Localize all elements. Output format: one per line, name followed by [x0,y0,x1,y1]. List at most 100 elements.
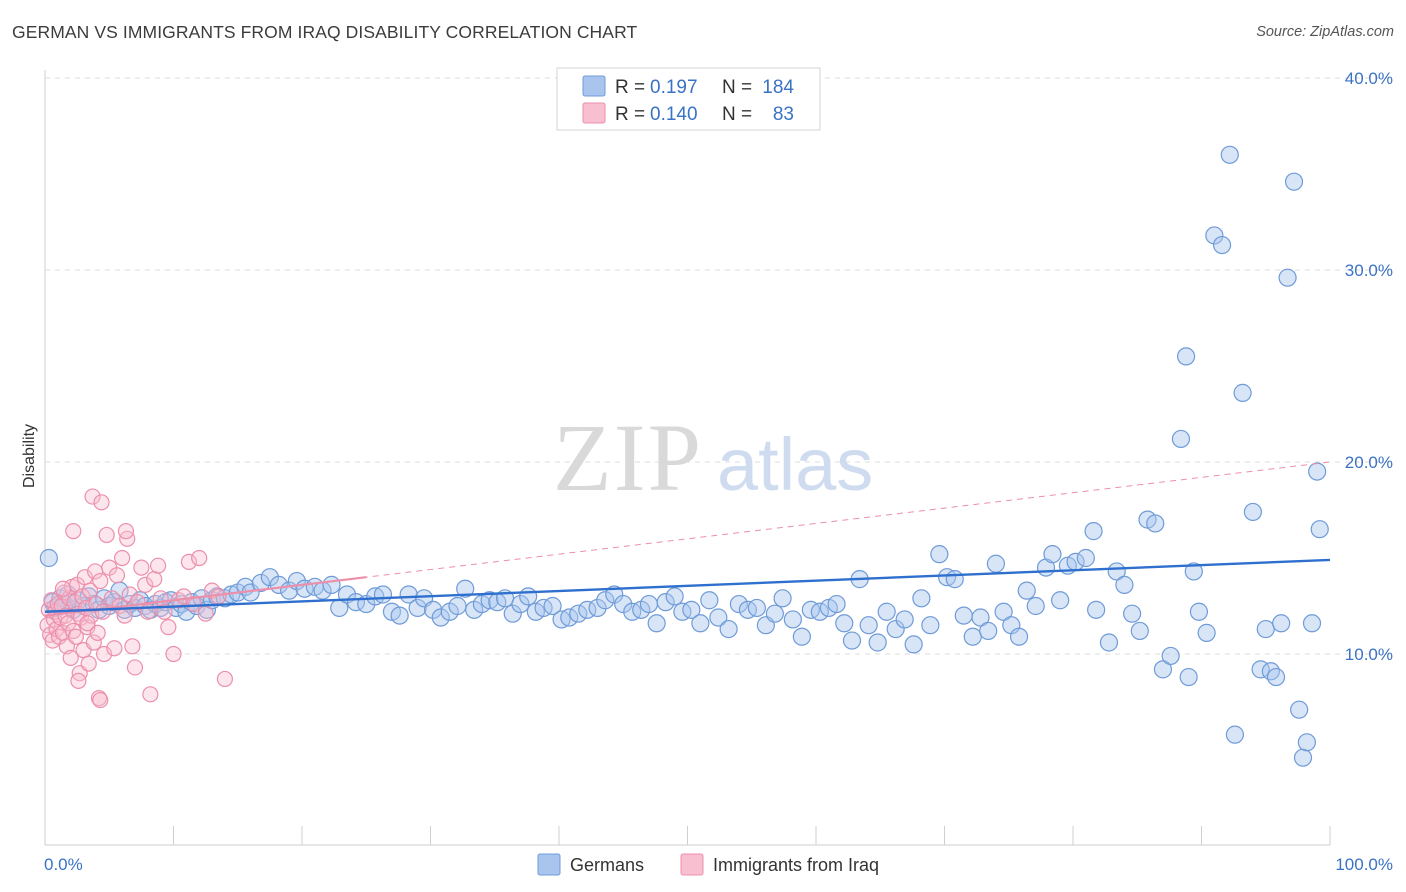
point-germans [1179,667,1198,687]
point-germans [1017,581,1036,600]
point-germans [986,554,1006,573]
point-germans [971,608,990,627]
point-germans [511,594,530,614]
legend-r-label-2: R = [615,104,645,125]
point-germans [623,602,642,621]
legend-r-value-1: 0.197 [650,77,698,98]
legend: R = 0.197 N = 184 R = 0.140 N = 83 [556,67,821,131]
point-germans [665,587,684,606]
point-germans [979,621,998,641]
legend-n-label-2: N = [722,104,752,125]
point-germans [1161,646,1180,666]
point-iraq [106,640,123,657]
point-germans [747,598,766,618]
bottom-legend-germans: Germans [570,855,644,875]
point-germans [1205,226,1224,245]
point-iraq [133,559,150,576]
point-iraq [54,580,72,597]
legend-n-label-1: N = [722,77,752,98]
point-iraq [94,603,111,620]
point-germans [588,598,607,618]
point-germans [810,602,829,621]
point-germans [868,633,887,652]
source-label: Source: ZipAtlas.com [1256,24,1394,40]
point-iraq [197,605,214,622]
point-iraq [84,488,101,505]
point-germans [1197,623,1216,642]
point-germans [1130,621,1149,641]
point-germans [639,594,659,614]
legend-swatch-germans [582,75,606,97]
point-germans [399,585,418,604]
x-tick-labels: 0.0% 100.0% [44,855,1393,874]
point-germans [842,631,862,650]
point-iraq [137,576,154,593]
point-germans [904,635,923,654]
point-germans [738,600,757,619]
watermark: ZIP atlas [553,404,873,511]
point-germans [390,606,409,625]
point-germans [1284,172,1304,191]
point-germans [945,570,964,589]
point-iraq [85,634,102,651]
point-iraq [70,672,87,689]
point-germans [1184,562,1203,581]
point-germans [1043,545,1062,564]
y-tick-label: 20.0% [1345,453,1393,472]
point-germans [1009,627,1029,646]
point-germans [1212,235,1232,255]
y-tick-label: 30.0% [1345,261,1393,280]
point-germans [1293,748,1313,767]
axes [44,70,1331,846]
y-axis-title: Disability [21,424,38,488]
point-germans [322,575,341,594]
point-iraq [185,595,203,613]
point-germans [827,594,846,614]
point-germans [1099,633,1119,652]
point-germans [1233,383,1252,402]
point-germans [1146,514,1165,533]
point-germans [719,619,738,639]
point-iraq [79,615,96,632]
point-germans [1176,347,1196,366]
point-germans [656,593,675,612]
point-iraq [92,691,109,709]
point-germans [963,627,982,646]
point-germans [895,610,914,629]
legend-swatch-iraq [582,102,606,124]
trend-lines [44,461,1331,617]
point-germans [519,587,538,606]
point-germans [729,594,749,614]
y-tick-labels: 10.0% 20.0% 30.0% 40.0% [1345,69,1393,664]
chart-title: GERMAN VS IMMIGRANTS FROM IRAQ DISABILIT… [12,22,638,42]
point-germans [456,579,475,598]
point-germans [543,596,562,616]
point-iraq [81,582,99,599]
point-germans [534,598,553,618]
point-germans [1243,502,1263,522]
point-germans [859,616,878,635]
point-germans [373,585,393,604]
point-germans [569,604,588,623]
point-iraq [92,572,109,590]
point-germans [792,627,811,646]
point-iraq [124,638,141,655]
point-germans [647,614,666,633]
point-germans [1308,462,1327,481]
point-iraq [152,590,169,607]
point-iraq [191,549,208,567]
watermark-zip: ZIP [553,404,703,511]
point-iraq [180,553,198,570]
point-germans [1051,591,1070,610]
point-germans [1302,614,1322,633]
point-iraq [96,645,113,663]
point-germans [560,608,579,627]
point-iraq [216,670,233,688]
point-iraq [117,523,135,540]
point-germans [1171,429,1191,449]
point-germans [431,608,450,627]
point-germans [1266,667,1286,687]
x-tick-label-max: 100.0% [1335,855,1393,874]
point-germans [912,589,931,608]
point-germans [765,604,784,623]
